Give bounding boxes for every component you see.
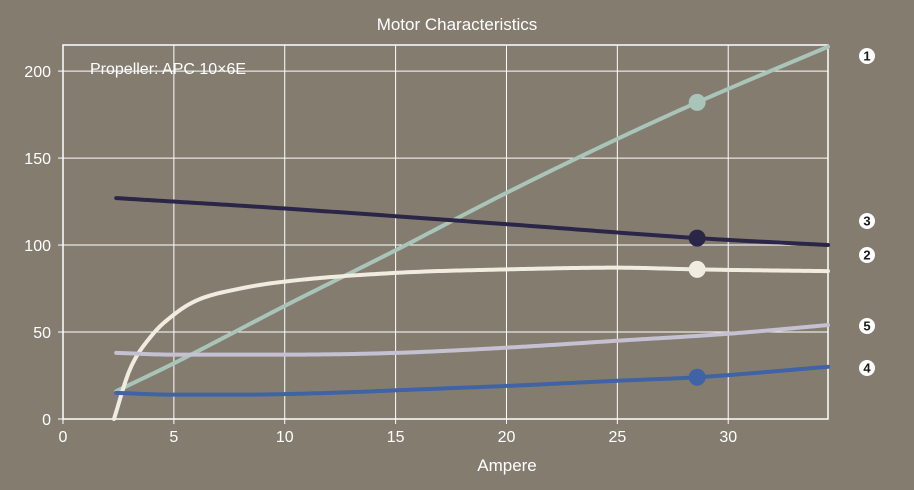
- series-2-badge: 2: [859, 247, 875, 263]
- series-3-marker: [688, 229, 706, 247]
- series-markers: [688, 93, 706, 386]
- grid-lines: [58, 45, 828, 424]
- badge-label: 3: [863, 214, 870, 229]
- series-4-line: [114, 364, 830, 397]
- series-lines: [112, 44, 830, 421]
- x-tick-label: 15: [387, 429, 405, 446]
- y-tick-label: 200: [24, 64, 51, 81]
- series-1-line: [114, 44, 830, 394]
- badge-label: 1: [863, 49, 870, 64]
- x-tick-label: 20: [498, 429, 516, 446]
- series-5-line: [114, 323, 830, 357]
- plot-area-frame: [62, 44, 829, 420]
- badge-label: 4: [863, 361, 871, 376]
- x-tick-label: 10: [276, 429, 294, 446]
- y-tick-label: 50: [33, 325, 51, 342]
- series-5-badge: 5: [859, 318, 875, 334]
- series-1-badge: 1: [859, 48, 875, 64]
- propeller-annotation: Propeller: APC 10×6E: [90, 61, 246, 78]
- x-axis-label: Ampere: [477, 456, 537, 475]
- y-tick-label: 150: [24, 151, 51, 168]
- badge-label: 2: [863, 248, 870, 263]
- badge-circle: [859, 360, 875, 376]
- x-tick-label: 25: [608, 429, 626, 446]
- chart-title: Motor Characteristics: [377, 15, 538, 34]
- y-tick-label: 0: [42, 412, 51, 429]
- series-1-marker: [688, 93, 706, 111]
- x-tick-label: 30: [719, 429, 737, 446]
- series-2-marker: [688, 260, 706, 278]
- badge-circle: [859, 247, 875, 263]
- x-tick-label: 5: [169, 429, 178, 446]
- y-tick-label: 100: [24, 238, 51, 255]
- badge-label: 5: [863, 319, 870, 334]
- tick-labels: 0 5 10 15 20 25 30 0 50 100 150 200: [24, 64, 737, 446]
- series-2-line: [112, 265, 830, 421]
- series-4-marker: [688, 368, 706, 386]
- series-4-badge: 4: [859, 360, 875, 376]
- series-badges: 1 3 2 5 4: [859, 48, 875, 376]
- series-3-badge: 3: [859, 213, 875, 229]
- series-3-line: [114, 196, 830, 248]
- x-tick-label: 0: [59, 429, 68, 446]
- badge-circle: [859, 48, 875, 64]
- badge-circle: [859, 213, 875, 229]
- badge-circle: [859, 318, 875, 334]
